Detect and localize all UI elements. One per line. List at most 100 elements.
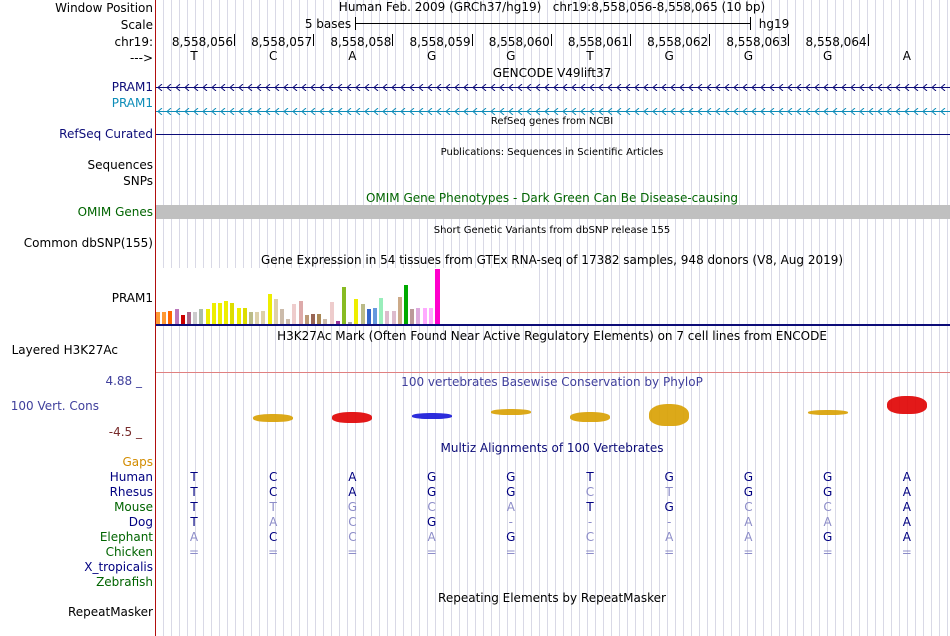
gtex-tissue-bar[interactable] [280,309,284,324]
phylop-letter[interactable] [807,410,848,415]
species-label[interactable]: X_tropicalis [84,560,153,574]
track-label-dbsnp[interactable]: Common dbSNP(155) [23,236,153,250]
gtex-tissue-bar[interactable] [205,309,210,324]
gtex-tissue-bar[interactable] [273,299,278,324]
gtex-tissue-bar[interactable] [286,319,291,324]
phylop-letter[interactable] [570,412,610,422]
track-label-gaps[interactable]: Gaps [122,455,153,469]
scale-label: Scale [120,18,153,32]
track-label-sequences[interactable]: Sequences [87,158,153,172]
species-label[interactable]: Rhesus [109,485,153,499]
gtex-tissue-bar[interactable] [156,312,160,324]
pram1-gene-line-b[interactable] [156,100,950,115]
gtex-tissue-bar[interactable] [255,312,260,324]
species-label[interactable]: Elephant [99,530,153,544]
species-label[interactable]: Zebrafish [96,575,153,589]
species-label[interactable]: Dog [128,515,153,529]
track-label-gtex[interactable]: PRAM1 [111,291,153,305]
species-label[interactable]: Mouse [114,500,153,514]
gtex-tissue-bar[interactable] [162,312,167,324]
gtex-tissue-bar[interactable] [174,309,179,324]
track-label-h3k27ac[interactable]: Layered H3K27Ac [11,343,118,357]
pram1-gene-line[interactable] [156,84,950,91]
gtex-tissue-bar[interactable] [354,299,359,324]
gtex-tissue-bar[interactable] [373,308,377,324]
alignment-base: C [348,515,357,529]
track-label-pram1-b[interactable]: PRAM1 [111,96,153,110]
reference-base[interactable]: G [426,49,437,63]
gtex-tissue-bar[interactable] [236,308,241,324]
track-label-omim[interactable]: OMIM Genes [77,205,153,219]
phylop-letter[interactable] [490,409,531,415]
phylop-letter[interactable] [332,412,373,423]
gtex-tissue-bar[interactable] [385,311,390,324]
gtex-tissue-bar[interactable] [342,287,346,324]
alignment-base: A [348,470,357,484]
gtex-tissue-bar[interactable] [379,298,384,324]
gtex-tissue-bar[interactable] [218,303,222,324]
phylop-letter[interactable] [886,396,927,414]
gtex-tissue-bar[interactable] [404,285,408,324]
refseq-gene-line[interactable] [156,134,950,135]
gtex-tissue-bar[interactable] [224,301,229,324]
gtex-tissue-bar[interactable] [187,312,191,324]
scale-text: 5 bases [304,17,352,31]
refseq-title: RefSeq genes from NCBI [490,116,614,127]
reference-base[interactable]: G [822,49,833,63]
phylop-letter[interactable] [649,404,690,426]
gtex-tissue-bar[interactable] [397,297,402,324]
grid-line [603,0,604,636]
gtex-tissue-bar[interactable] [261,311,266,324]
gtex-tissue-bar[interactable] [416,308,421,324]
grid-line [835,0,836,636]
gtex-tissue-bar[interactable] [323,319,328,324]
gtex-tissue-bar[interactable] [304,315,309,324]
h3k27ac-baseline [156,372,950,373]
gtex-tissue-bar[interactable] [249,312,253,324]
gtex-tissue-bar[interactable] [335,321,340,324]
track-label-snps[interactable]: SNPs [123,174,153,188]
gtex-tissue-bar[interactable] [366,309,371,324]
gtex-tissue-bar[interactable] [230,303,235,324]
gtex-tissue-bar[interactable] [391,311,396,324]
reference-base[interactable]: T [586,49,594,63]
track-label-phylop[interactable]: 100 Vert. Cons [10,399,99,413]
reference-base[interactable]: G [743,49,754,63]
gtex-tissue-bar[interactable] [435,269,440,324]
gtex-tissue-bar[interactable] [422,308,427,324]
gtex-tissue-bar[interactable] [168,311,173,324]
omim-gene-bar[interactable] [156,205,950,219]
gtex-tissue-bar[interactable] [211,303,216,324]
track-label-pram1[interactable]: PRAM1 [111,80,153,94]
reference-base[interactable]: C [268,49,278,63]
gtex-tissue-bar[interactable] [360,304,365,324]
reference-base[interactable]: A [902,49,911,63]
gtex-tissue-bar[interactable] [242,308,247,324]
grid-line [731,0,732,636]
reference-base[interactable]: T [190,49,198,63]
gtex-tissue-bar[interactable] [329,302,334,324]
track-label-repeatmasker[interactable]: RepeatMasker [67,605,153,619]
phylop-letter[interactable] [411,413,452,419]
reference-base[interactable]: G [506,49,516,63]
reference-base[interactable]: A [348,49,357,63]
gtex-tissue-bar[interactable] [180,315,185,324]
gtex-tissue-bar[interactable] [410,309,415,324]
gtex-tissue-bar[interactable] [292,304,297,324]
gtex-tissue-bar[interactable] [193,312,198,324]
species-label[interactable]: Human [109,470,153,484]
alignment-base: G [426,515,437,529]
gtex-tissue-bar[interactable] [298,301,303,324]
species-label[interactable]: Chicken [105,545,153,559]
gtex-tissue-bar[interactable] [348,322,353,324]
gtex-tissue-bar[interactable] [199,309,204,324]
track-label-refseq[interactable]: RefSeq Curated [59,127,153,141]
grid-line [659,0,660,636]
reference-base[interactable]: G [664,49,674,63]
gtex-tissue-bar[interactable] [428,308,433,324]
gtex-tissue-bar[interactable] [311,314,315,324]
gtex-tissue-bar[interactable] [267,294,272,324]
phylop-letter[interactable] [253,414,294,422]
gtex-tissue-bar[interactable] [317,314,322,324]
